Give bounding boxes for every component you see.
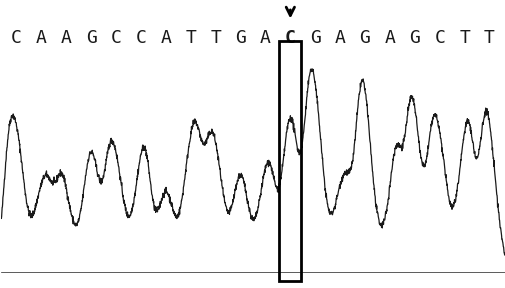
Text: A: A — [334, 29, 345, 48]
Text: A: A — [384, 29, 394, 48]
Text: C: C — [433, 29, 444, 48]
Text: A: A — [260, 29, 270, 48]
Text: T: T — [185, 29, 196, 48]
Text: C: C — [11, 29, 22, 48]
Text: G: G — [235, 29, 245, 48]
Text: G: G — [85, 29, 96, 48]
Text: C: C — [135, 29, 146, 48]
Text: C: C — [111, 29, 121, 48]
Text: G: G — [409, 29, 420, 48]
Text: G: G — [359, 29, 370, 48]
Text: A: A — [36, 29, 47, 48]
Text: T: T — [458, 29, 469, 48]
Text: T: T — [483, 29, 494, 48]
Text: T: T — [210, 29, 221, 48]
Text: C: C — [284, 29, 295, 48]
Text: G: G — [309, 29, 320, 48]
Bar — [279, 41, 300, 281]
Text: A: A — [160, 29, 171, 48]
Text: A: A — [61, 29, 72, 48]
